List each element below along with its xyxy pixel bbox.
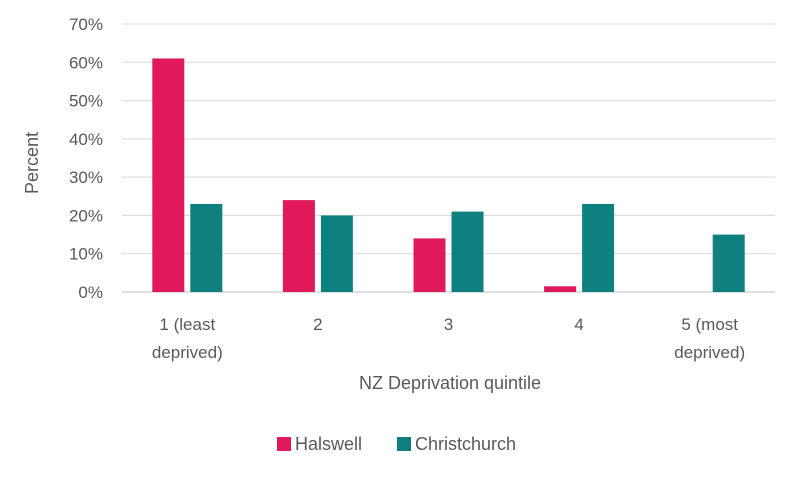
y-tick-label: 70% <box>69 15 103 34</box>
bar-christchurch-3 <box>451 211 484 292</box>
bar-halswell-4 <box>544 286 577 292</box>
y-axis-ticks: 0% 10% 20% 30% 40% 50% 60% 70% <box>69 15 103 302</box>
bar-christchurch-2 <box>320 215 353 292</box>
x-category-label: 5 (most <box>681 315 738 334</box>
y-tick-label: 20% <box>69 206 103 225</box>
x-category-label: 4 <box>574 315 583 334</box>
x-axis-categories: 1 (least deprived) 2 3 4 5 (most deprived) <box>152 315 745 362</box>
bar-christchurch-4 <box>582 203 615 292</box>
y-axis-title: Percent <box>22 132 42 194</box>
bar-halswell-1 <box>152 58 185 293</box>
gridlines <box>122 23 775 293</box>
y-tick-label: 60% <box>69 53 103 72</box>
y-tick-label: 30% <box>69 168 103 187</box>
bar-halswell-3 <box>413 238 446 292</box>
legend-label-christchurch: Christchurch <box>415 434 516 454</box>
legend: Halswell Christchurch <box>277 434 516 454</box>
y-tick-label: 10% <box>69 245 103 264</box>
legend-swatch-christchurch <box>397 437 411 451</box>
x-category-label: deprived) <box>152 343 223 362</box>
legend-label-halswell: Halswell <box>295 434 362 454</box>
x-category-label: 1 (least <box>159 315 215 334</box>
bar-christchurch-5 <box>712 234 745 292</box>
bars <box>152 58 745 293</box>
x-category-label: 2 <box>313 315 322 334</box>
x-category-label: 3 <box>444 315 453 334</box>
y-tick-label: 40% <box>69 130 103 149</box>
legend-swatch-halswell <box>277 437 291 451</box>
bar-christchurch-1 <box>190 203 223 292</box>
y-tick-label: 0% <box>78 283 103 302</box>
x-category-label: deprived) <box>674 343 745 362</box>
y-tick-label: 50% <box>69 92 103 111</box>
bar-halswell-2 <box>282 200 315 292</box>
x-axis-title: NZ Deprivation quintile <box>359 373 541 393</box>
